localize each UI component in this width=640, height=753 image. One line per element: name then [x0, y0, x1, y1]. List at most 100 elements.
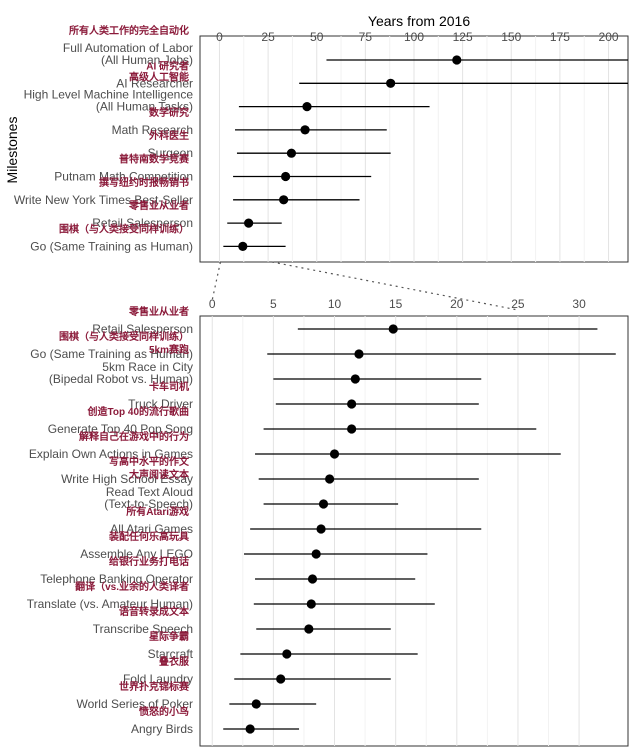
panel-frame [199, 315, 629, 747]
milestone-label: Full Automation of Labor [63, 41, 193, 55]
x-tick-label: 125 [453, 30, 473, 44]
milestone-label: Truck Driver [128, 397, 193, 411]
x-tick-label: 10 [328, 297, 342, 311]
median-point [306, 599, 316, 609]
milestone-label: Surgeon [148, 146, 193, 160]
milestone-cn-label: 零售业从业者 [128, 305, 189, 318]
median-point [325, 474, 335, 484]
x-tick-label: 175 [550, 30, 570, 44]
milestone-label: World Series of Poker [77, 697, 194, 711]
milestone-cn-label: 愤怒的小鸟 [139, 705, 189, 718]
milestone-cn-label: AI 研究者 [146, 59, 189, 72]
milestone-cn-label: 星际争霸 [149, 630, 189, 643]
milestone-cn-label: 卡车司机 [149, 380, 189, 393]
milestone-cn-label: 写高中水平的作文 [109, 455, 190, 468]
milestone-cn-label: 大声阅读文本 [129, 468, 190, 481]
median-point [350, 374, 360, 384]
milestone-label: AI Researcher [116, 76, 193, 90]
median-point [354, 349, 364, 359]
zoom-connectors [211, 261, 519, 311]
milestone-label: Transcribe Speech [93, 622, 193, 636]
median-point [307, 574, 318, 584]
milestone-label: Write High School Essay [61, 472, 193, 486]
chart-title: Years from 2016 [368, 13, 470, 29]
milestone-label: Explain Own Actions in Games [29, 447, 193, 461]
median-point [347, 399, 357, 409]
milestone-cn-label: 围棋（与人类接受同样训练） [59, 330, 189, 343]
median-point [316, 524, 326, 534]
median-point [302, 102, 312, 112]
milestone-label: Telephone Banking Operator [40, 572, 193, 586]
milestone-cn-label: 翻译（vs.业余的人类译者 [75, 580, 189, 593]
median-point [388, 324, 398, 334]
median-point [276, 674, 286, 684]
x-tick-label: 30 [572, 297, 586, 311]
milestone-label: Math Research [112, 123, 193, 137]
milestone-cn-label: 普特南数学竞赛 [119, 153, 190, 166]
x-tick-label: 25 [261, 30, 275, 44]
milestone-cn-label: 高级人工智能 [129, 71, 189, 84]
milestone-label: Generate Top 40 Pop Song [48, 422, 193, 436]
milestone-cn-label: 5km赛跑 [149, 343, 189, 356]
milestone-label: Retail Salesperson [92, 322, 193, 336]
milestone-label: High Level Machine Intelligence [24, 88, 194, 102]
milestone-label: (All Human Tasks) [96, 100, 193, 114]
milestone-cn-label: 围棋（与人类接受同样训练） [59, 222, 189, 235]
milestone-label: Write New York Times Best-Seller [14, 193, 193, 207]
median-point [279, 195, 289, 205]
milestone-label: Starcraft [148, 647, 194, 661]
milestone-cn-label: 所有Atari游戏 [126, 505, 189, 518]
milestone-label: Fold Laundry [123, 672, 193, 686]
median-point [318, 499, 329, 509]
milestone-label: Retail Salesperson [92, 216, 193, 230]
milestone-label: Putnam Math Competition [54, 170, 193, 184]
median-point [347, 424, 357, 434]
milestone-cn-label: 撰写纽约时报畅销书 [99, 176, 189, 189]
milestone-cn-label: 解释自己在游戏中的行为 [79, 430, 189, 443]
median-point [452, 55, 462, 65]
median-point [251, 699, 261, 709]
top-panel: 0 25 50 75 100 125 150 175 200 所有人类工作的完全自动化 Full A… [14, 24, 629, 263]
median-point [300, 125, 310, 135]
milestone-label: All Atari Games [110, 522, 193, 536]
milestone-cn-label: 语音转录成文本 [119, 605, 190, 618]
milestone-label: (Bipedal Robot vs. Human) [49, 372, 193, 386]
x-tick-label: 75 [359, 30, 373, 44]
milestone-cn-label: 叠衣服 [159, 655, 190, 668]
milestone-label: (Text-to-Speech) [104, 497, 193, 511]
milestone-cn-label: 装配任何乐高玩具 [108, 530, 189, 543]
milestone-label: (All Human Jobs) [101, 53, 193, 67]
bottom-panel: 0 5 10 15 20 25 30 零售业从业者 Retail Salesperson围棋（与… [27, 297, 629, 747]
x-tick-label: 0 [216, 30, 223, 44]
x-tick-label: 20 [450, 297, 464, 311]
x-tick-label: 50 [310, 30, 324, 44]
median-point [281, 171, 291, 182]
milestone-label: Assemble Any LEGO [80, 547, 193, 561]
y-axis-label: Milestones [4, 117, 20, 184]
x-tick-label: 15 [389, 297, 403, 311]
median-point [282, 649, 292, 659]
x-tick-label: 5 [270, 297, 277, 311]
median-point [329, 449, 340, 459]
x-tick-label: 150 [501, 30, 521, 44]
milestone-label: Read Text Aloud [106, 485, 193, 499]
zoom-line-left [211, 261, 222, 301]
milestone-cn-label: 零售业从业者 [128, 199, 189, 212]
milestone-cn-label: 创造Top 40的流行歌曲 [87, 405, 189, 418]
milestone-cn-label: 数学研究 [149, 106, 189, 119]
x-tick-label: 100 [404, 30, 424, 44]
x-tick-label: 25 [511, 297, 525, 311]
milestone-cn-label: 外科医生 [148, 129, 189, 142]
median-point [386, 78, 396, 88]
median-point [304, 624, 314, 634]
milestone-label: Angry Birds [131, 722, 193, 736]
milestone-cn-label: 所有人类工作的完全自动化 [69, 24, 189, 37]
milestone-cn-label: 世界扑克锦标赛 [119, 680, 190, 693]
milestone-cn-label: 给银行业务打电话 [109, 555, 189, 568]
x-tick-label: 0 [209, 297, 216, 311]
median-point [244, 218, 254, 228]
x-tick-label: 200 [599, 30, 619, 44]
milestone-label: Go (Same Training as Human) [30, 347, 193, 361]
milestone-label: Go (Same Training as Human) [30, 239, 193, 253]
